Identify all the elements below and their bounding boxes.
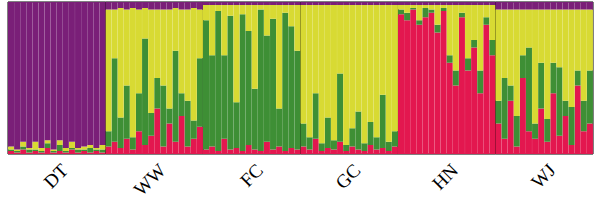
svg-text:WW: WW	[129, 159, 169, 199]
svg-text:WJ: WJ	[527, 160, 560, 193]
svg-text:FC: FC	[236, 160, 267, 191]
svg-text:DT: DT	[39, 159, 72, 192]
svg-text:GC: GC	[331, 160, 365, 194]
svg-text:HN: HN	[428, 159, 462, 193]
